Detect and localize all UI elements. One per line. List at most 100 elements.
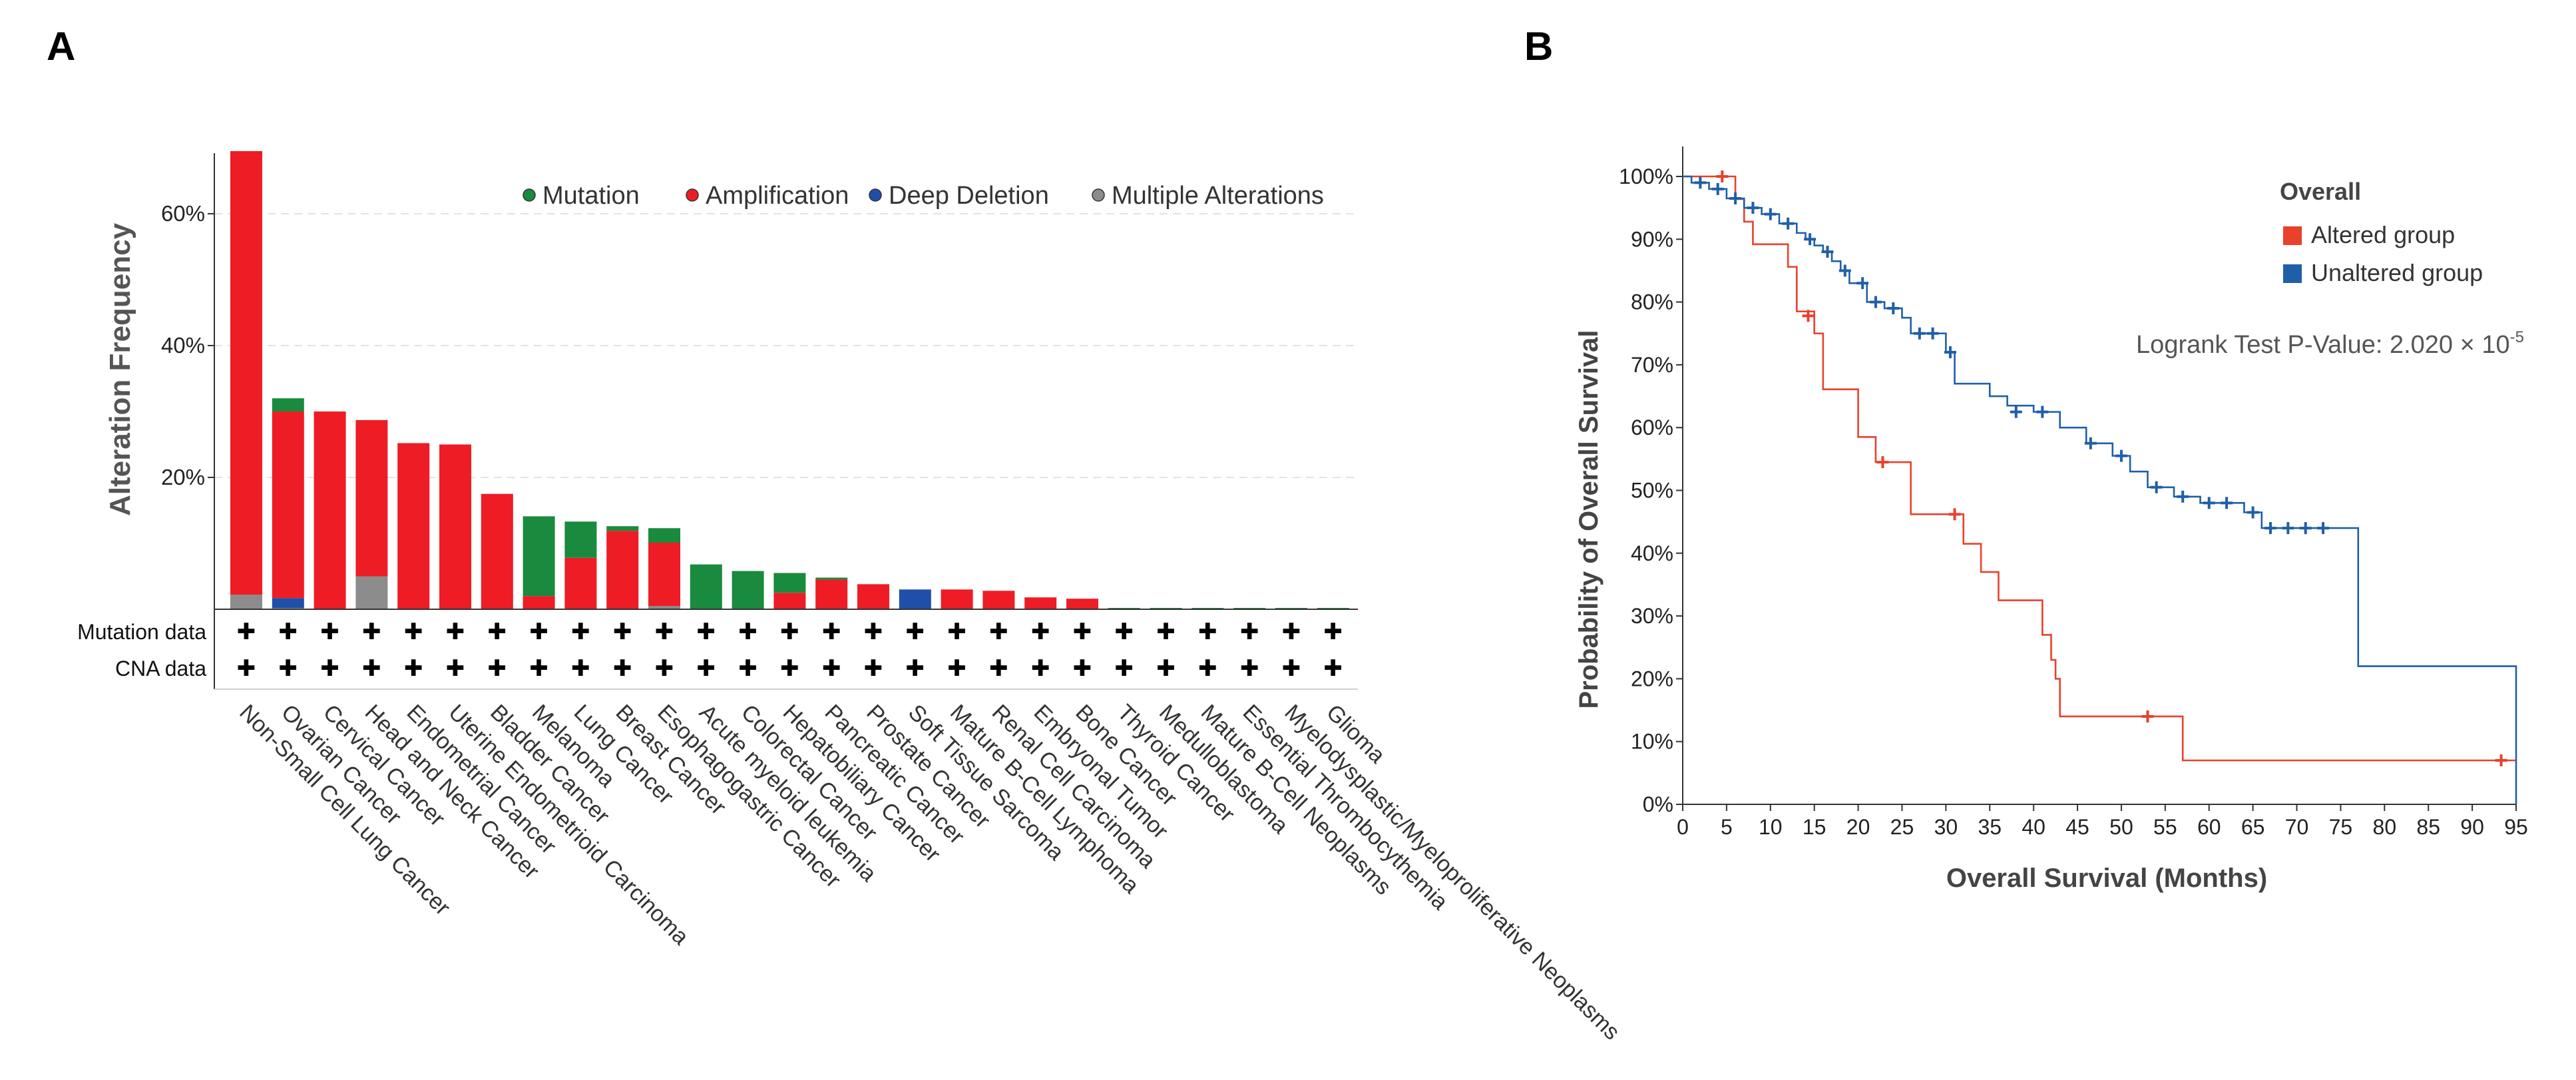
bar-segment-amplification[interactable] <box>272 411 304 599</box>
censor-mark <box>2317 522 2330 535</box>
bar-stack-cervical-cancer[interactable] <box>314 411 346 609</box>
km-x-tick-label: 65 <box>2241 815 2265 839</box>
bar-stack-hepatobiliary-cancer[interactable] <box>773 573 806 609</box>
bar-segment-mutation[interactable] <box>732 571 764 609</box>
panel-a: A Alteration Frequency 20% 40% 60% Mutatio… <box>47 24 1625 1045</box>
km-curve-altered-group[interactable] <box>1683 175 2516 762</box>
row-label-cna-data: CNA data <box>115 657 206 680</box>
bar-segment-amplification[interactable] <box>1024 597 1057 609</box>
censor-mark <box>2084 437 2097 449</box>
data-available-marker: ✚ <box>906 619 925 645</box>
bar-stack-bladder-cancer[interactable] <box>481 493 513 609</box>
data-available-marker: ✚ <box>780 655 799 682</box>
bar-segment-amplification[interactable] <box>606 531 639 609</box>
bar-stack-lung-cancer[interactable] <box>564 521 597 609</box>
bar-stack-renal-cell-carcinoma[interactable] <box>982 591 1015 609</box>
data-available-marker: ✚ <box>1073 619 1092 645</box>
bar-segment-amplification[interactable] <box>439 444 471 610</box>
censor-mark <box>2010 405 2022 418</box>
bar-stack-melanoma[interactable] <box>523 516 555 609</box>
km-x-tick-label: 60 <box>2197 815 2221 839</box>
bar-segment-amplification[interactable] <box>982 591 1015 609</box>
censor-mark <box>2203 497 2215 509</box>
bar-stack-pancreatic-cancer[interactable] <box>815 577 848 609</box>
bar-stack-prostate-cancer[interactable] <box>857 584 889 609</box>
bar-segment-amplification[interactable] <box>815 579 848 609</box>
censor-mark <box>2115 449 2127 462</box>
data-available-marker: ✚ <box>947 655 966 682</box>
bar-segment-amplification[interactable] <box>773 593 806 609</box>
bar-segment-mutation[interactable] <box>690 564 722 609</box>
category-label-myelodysplastic-myeloproliferative-neoplasms: Myelodysplastic/Myeloproliferative Neopl… <box>1279 700 1625 1045</box>
bar-stack-esophagogastric-cancer[interactable] <box>648 528 680 609</box>
legend-label-multiple-alterations: Multiple Alterations <box>1112 182 1324 210</box>
data-available-marker: ✚ <box>1240 619 1259 645</box>
data-available-marker: ✚ <box>446 655 465 682</box>
bar-segment-amplification[interactable] <box>314 411 346 609</box>
data-available-marker: ✚ <box>320 619 339 645</box>
bar-stack-soft-tissue-sarcoma[interactable] <box>899 589 931 609</box>
legend: Mutation Amplification Deep Deletion Multip… <box>523 182 1324 210</box>
bar-segment-deep-deletion[interactable] <box>272 598 304 609</box>
bar-stack-acute-myeloid-leukemia[interactable] <box>690 564 722 609</box>
bar-stack-endometrial-cancer[interactable] <box>397 443 430 609</box>
bar-stack-uterine-endometrioid-carcinoma[interactable] <box>439 444 471 610</box>
bar-segment-mutation[interactable] <box>564 521 597 558</box>
bar-segment-mutation[interactable] <box>815 577 848 580</box>
censor-mark <box>1944 346 1956 359</box>
data-available-marker: ✚ <box>864 619 883 645</box>
censor-mark <box>2264 522 2276 535</box>
bar-segment-amplification[interactable] <box>481 493 513 609</box>
bar-segment-amplification[interactable] <box>523 596 555 609</box>
bar-segment-amplification[interactable] <box>648 543 680 607</box>
bar-segment-amplification[interactable] <box>1066 599 1098 609</box>
panel-b: B Probability of Overall Survival Overal… <box>1524 24 2528 893</box>
bar-segment-amplification[interactable] <box>230 150 262 595</box>
bar-segment-amplification[interactable] <box>857 584 889 609</box>
km-series-altered-group[interactable] <box>1683 170 2516 766</box>
data-available-marker: ✚ <box>320 655 339 682</box>
bar-stack-colorectal-cancer[interactable] <box>732 571 764 609</box>
bar-segment-amplification[interactable] <box>397 443 430 609</box>
bar-segment-amplification[interactable] <box>355 419 388 577</box>
bar-segment-deep-deletion[interactable] <box>899 589 931 609</box>
censor-mark <box>1694 176 1707 189</box>
data-available-marker: ✚ <box>864 655 883 682</box>
bar-segment-multiple-alterations[interactable] <box>648 606 680 609</box>
bar-stack-head-and-neck-cancer[interactable] <box>355 419 388 610</box>
bar-segment-amplification[interactable] <box>941 589 973 609</box>
bar-segment-mutation[interactable] <box>272 398 304 411</box>
bar-stack-bone-cancer[interactable] <box>1066 599 1098 609</box>
data-available-marker: ✚ <box>1282 619 1301 645</box>
km-x-tick-label: 10 <box>1759 815 1783 839</box>
bar-stack-non-small-cell-lung-cancer[interactable] <box>230 150 262 609</box>
bar-segment-multiple-alterations[interactable] <box>230 595 262 609</box>
censor-mark <box>2282 522 2294 535</box>
censor-mark <box>2247 506 2259 519</box>
bar-segment-multiple-alterations[interactable] <box>355 576 388 610</box>
bar-stack-embryonal-tumor[interactable] <box>1024 597 1057 609</box>
bar-stack-ovarian-cancer[interactable] <box>272 398 304 609</box>
censor-mark <box>1913 327 1926 340</box>
censor-mark <box>1948 508 1961 521</box>
bar-stack-mature-b-cell-lymphoma[interactable] <box>941 589 973 609</box>
censor-mark <box>1821 246 1834 258</box>
censor-mark <box>2177 490 2189 503</box>
data-available-marker: ✚ <box>947 619 966 645</box>
bar-segment-mutation[interactable] <box>773 573 806 593</box>
bar-stack-breast-cancer[interactable] <box>606 526 639 609</box>
km-series-unaltered-group[interactable] <box>1683 175 2517 804</box>
km-y-tick-label: 100% <box>1619 164 1673 188</box>
censor-mark <box>2150 481 2163 493</box>
data-available-marker: ✚ <box>1115 619 1134 645</box>
legend-swatch-altered <box>2283 226 2302 245</box>
bar-segment-mutation[interactable] <box>648 528 680 543</box>
km-curve-unaltered-group[interactable] <box>1683 175 2517 804</box>
bar-segment-amplification[interactable] <box>564 557 597 609</box>
data-available-marker: ✚ <box>1324 619 1343 645</box>
bar-segment-mutation[interactable] <box>523 516 555 597</box>
bar-segment-mutation[interactable] <box>606 526 639 531</box>
km-x-tick-label: 20 <box>1846 815 1870 839</box>
data-available-marker: ✚ <box>362 619 381 645</box>
y-tick-label: 60% <box>161 201 205 226</box>
